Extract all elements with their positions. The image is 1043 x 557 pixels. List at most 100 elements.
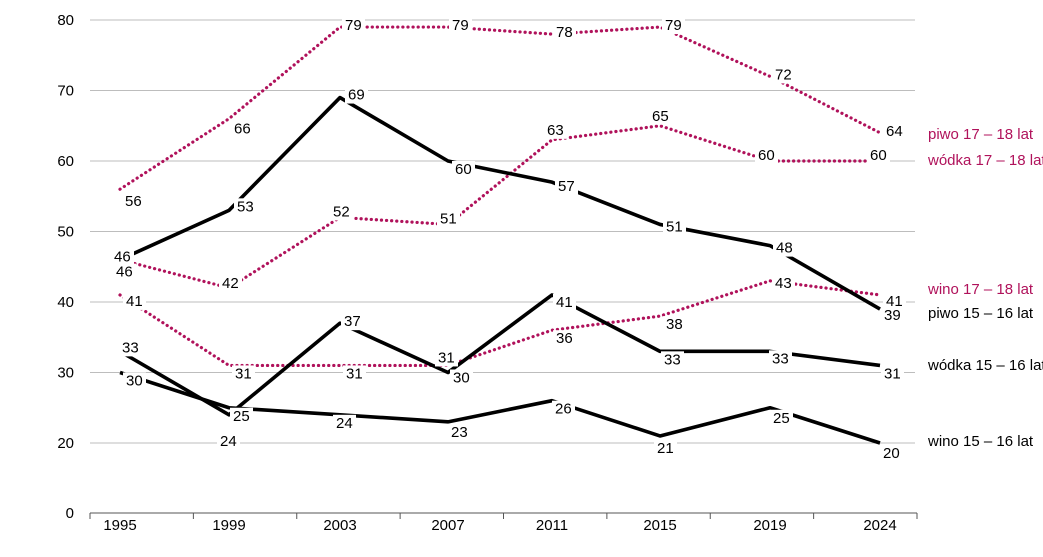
y-tick-label: 60 [57, 153, 74, 170]
data-label-bg [345, 86, 368, 104]
data-label-bg [341, 313, 364, 331]
data-label-bg [772, 66, 795, 84]
data-label-bg [113, 263, 136, 281]
legend-entry: wódka 17 – 18 lat [927, 152, 1043, 169]
data-label-bg [772, 274, 795, 292]
data-label: 33 [772, 350, 789, 367]
data-label: 78 [556, 24, 573, 41]
data-label: 25 [233, 408, 250, 425]
data-label-bg [883, 292, 906, 310]
data-label-bg [773, 239, 796, 257]
data-label: 63 [547, 122, 564, 139]
data-label-bg [663, 218, 686, 236]
data-label-bg [662, 17, 685, 35]
x-tick-label: 2003 [323, 517, 356, 534]
data-label: 53 [237, 198, 254, 215]
data-label: 46 [116, 264, 133, 281]
data-label: 57 [558, 178, 575, 195]
data-label-bg [219, 274, 242, 292]
data-label: 64 [886, 123, 903, 140]
data-label-bg [881, 365, 904, 383]
y-tick-label: 70 [57, 83, 74, 100]
data-label-bg [649, 107, 672, 125]
x-tick-label: 2011 [536, 517, 568, 534]
data-label-bg [552, 400, 575, 418]
data-label: 30 [126, 373, 143, 390]
legend: piwo 17 – 18 lat wódka 17 – 18 lat wino 17… [927, 126, 1043, 450]
data-label: 41 [556, 294, 573, 311]
data-label: 33 [122, 339, 139, 356]
gridlines [90, 19, 915, 444]
data-label: 36 [556, 330, 573, 347]
data-label-bg [880, 445, 903, 462]
data-label: 24 [336, 415, 353, 432]
data-labels: 56 66 79 79 78 79 72 64 46 42 52 51 63 65 60 60 41 31 31 31… [111, 17, 906, 462]
data-label-bg [654, 439, 677, 457]
data-label: 79 [665, 17, 682, 34]
data-label-bg [119, 339, 142, 357]
y-tick-label: 40 [57, 294, 74, 311]
data-label-bg [217, 432, 240, 450]
x-tick-label: 2019 [753, 517, 786, 534]
data-label: 48 [776, 240, 793, 257]
data-label: 31 [438, 349, 455, 366]
data-label-bg [883, 122, 906, 140]
data-label: 20 [883, 445, 900, 462]
data-label: 26 [555, 401, 572, 418]
data-label-bg [553, 293, 576, 311]
data-label-bg [111, 248, 134, 266]
data-label-bg [867, 147, 890, 164]
data-label: 52 [333, 203, 350, 220]
series-line-3 [119, 95, 881, 311]
data-label-bg [437, 210, 460, 228]
data-label: 38 [666, 316, 683, 333]
data-label: 31 [346, 365, 363, 382]
data-label: 65 [652, 108, 669, 125]
data-label-bg [122, 193, 145, 211]
x-axis: 1995 1999 2003 2007 2011 2015 2019 2024 [89, 512, 918, 534]
data-label: 25 [773, 410, 790, 427]
data-label: 46 [114, 249, 131, 266]
data-label-bg [450, 369, 473, 387]
data-label: 30 [453, 370, 470, 387]
x-tick-label: 1995 [103, 517, 136, 534]
data-label: 42 [222, 275, 239, 292]
data-label-bg [330, 203, 353, 221]
data-label: 60 [870, 147, 887, 164]
data-label: 21 [657, 440, 674, 457]
series-line-1 [118, 124, 882, 290]
legend-entry: wino 17 – 18 lat [927, 281, 1034, 298]
data-label: 43 [775, 275, 792, 292]
data-label-bg [230, 407, 253, 425]
data-label: 79 [345, 17, 362, 34]
data-label: 51 [440, 210, 457, 227]
data-label-bg [555, 178, 578, 196]
data-label: 69 [348, 87, 365, 104]
data-label-bg [123, 372, 146, 390]
series-line-4 [119, 293, 881, 417]
data-label-bg [755, 147, 778, 164]
data-label: 31 [235, 365, 252, 382]
legend-entry: wódka 15 – 16 lat [927, 357, 1043, 374]
data-label-bg [232, 365, 255, 383]
legend-entry: piwo 17 – 18 lat [928, 126, 1034, 143]
data-label: 60 [758, 147, 775, 164]
data-label: 37 [344, 313, 361, 330]
data-label-bg [881, 307, 904, 325]
data-label: 51 [666, 218, 683, 235]
data-label: 23 [451, 424, 468, 441]
data-label: 79 [452, 17, 469, 34]
data-label-bg [553, 24, 576, 42]
data-label-bg [435, 349, 458, 367]
y-tick-label: 50 [57, 224, 74, 241]
data-label-bg [452, 161, 475, 178]
data-label-bg [123, 292, 146, 310]
x-tick-label: 2007 [431, 517, 464, 534]
series-line-0 [118, 25, 882, 191]
data-label: 41 [126, 293, 143, 310]
data-label-bg [343, 365, 366, 383]
data-label-bg [448, 423, 471, 441]
data-label: 39 [884, 307, 901, 324]
data-label-bg [544, 121, 567, 139]
legend-entry: wino 15 – 16 lat [927, 433, 1034, 450]
